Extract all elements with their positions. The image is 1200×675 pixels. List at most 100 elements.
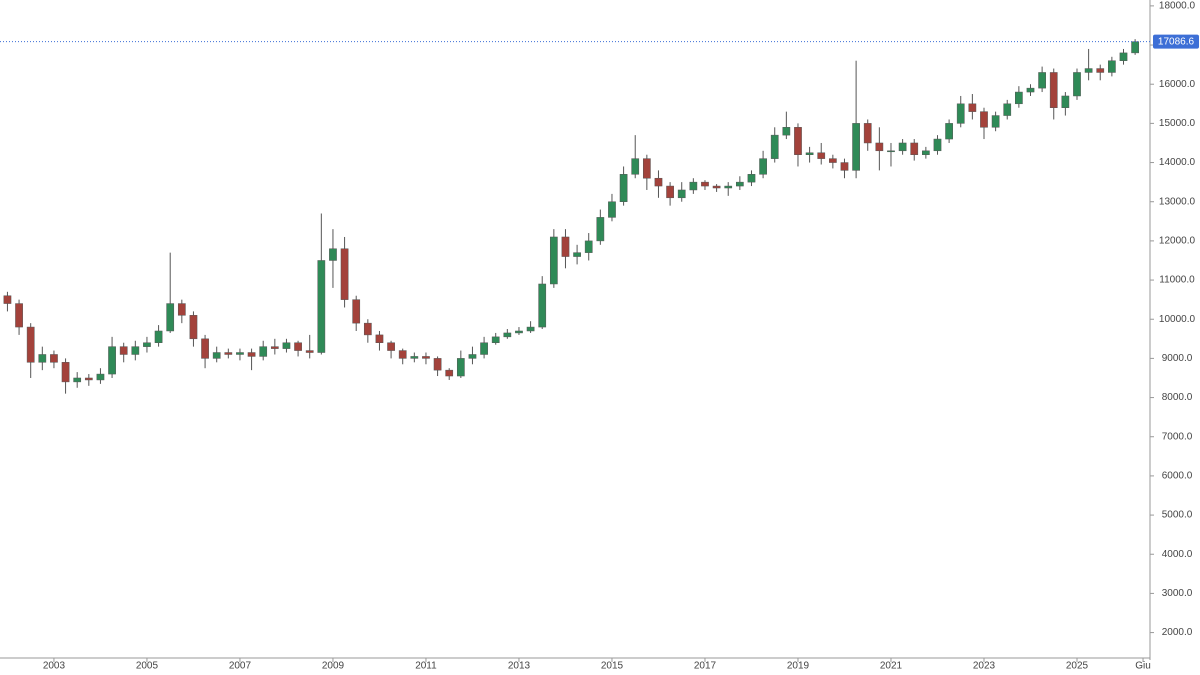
- candle-body: [922, 150, 930, 155]
- candle-body: [817, 152, 826, 159]
- candle-body: [608, 201, 616, 218]
- candle-body: [119, 346, 128, 355]
- candle-body: [701, 181, 709, 187]
- candle-body: [991, 115, 1000, 128]
- candle-body: [503, 332, 512, 338]
- y-tick-label: 18000.0: [1159, 1, 1196, 12]
- candle-body: [61, 362, 70, 383]
- y-tick-label: 13000.0: [1159, 196, 1196, 207]
- candle-body: [933, 138, 942, 152]
- candle-body: [143, 342, 151, 347]
- candle-body: [584, 240, 593, 253]
- candle-body: [805, 152, 814, 155]
- last-price-box: [1153, 34, 1199, 49]
- candle-body: [317, 260, 326, 353]
- candle-body: [1049, 72, 1058, 108]
- candle-body: [3, 295, 12, 304]
- candle-body: [177, 303, 186, 316]
- candle-body: [154, 330, 163, 343]
- x-tick-label: 2005: [136, 661, 159, 672]
- candle-body: [26, 326, 35, 363]
- candle-body: [538, 283, 547, 328]
- candle-body: [515, 330, 523, 334]
- candle-body: [840, 162, 849, 171]
- y-tick-label: 16000.0: [1159, 79, 1196, 90]
- candle-body: [73, 377, 82, 383]
- candle-body: [712, 185, 721, 189]
- candle-body: [456, 358, 465, 377]
- x-tick-label: 2019: [787, 661, 810, 672]
- x-tick-label: 2009: [322, 661, 345, 672]
- candle-body: [1003, 103, 1012, 116]
- candle-body: [526, 326, 535, 332]
- candle-body: [305, 350, 314, 353]
- candle-body: [910, 142, 919, 155]
- candle-body: [236, 352, 244, 355]
- y-tick-label: 5000.0: [1162, 510, 1193, 521]
- candle-body: [898, 142, 907, 152]
- candle-body: [422, 356, 430, 359]
- candle-body: [352, 299, 361, 324]
- candle-body: [1096, 68, 1105, 73]
- candle-body: [387, 342, 395, 351]
- candle-body: [724, 185, 733, 189]
- candle-body: [619, 174, 628, 202]
- candle-body: [1061, 95, 1070, 108]
- candle-body: [270, 346, 279, 349]
- candle-body: [887, 150, 895, 153]
- candle-body: [794, 127, 802, 155]
- candle-body: [468, 354, 477, 359]
- y-tick-label: 6000.0: [1162, 471, 1193, 482]
- candle-body: [189, 315, 198, 340]
- x-tick-label: 2011: [415, 661, 437, 672]
- candle-body: [282, 342, 291, 349]
- candle-body: [1038, 72, 1046, 89]
- candle-body: [433, 358, 442, 371]
- candle-body: [131, 346, 140, 355]
- x-tick-label: 2021: [880, 661, 903, 672]
- candle-body: [689, 181, 698, 191]
- candle-body: [980, 111, 988, 128]
- y-tick-label: 10000.0: [1159, 314, 1196, 325]
- candle-body: [445, 369, 454, 377]
- x-tick-label: 2015: [601, 661, 624, 672]
- x-tick-label: 2017: [694, 661, 717, 672]
- x-tick-label: 2023: [973, 661, 996, 672]
- candle-body: [549, 236, 558, 285]
- candle-body: [735, 181, 744, 187]
- candle-body: [945, 123, 953, 140]
- candle-body: [782, 127, 791, 136]
- candle-body: [294, 342, 302, 351]
- candle-body: [1073, 72, 1081, 97]
- candle-body: [375, 334, 384, 343]
- y-tick-label: 14000.0: [1159, 157, 1196, 168]
- y-tick-label: 15000.0: [1159, 118, 1196, 129]
- candle-body: [480, 342, 488, 355]
- x-tick-label: 2007: [229, 661, 252, 672]
- candle-body: [666, 185, 674, 199]
- candle-body: [573, 252, 581, 257]
- candle-body: [1015, 91, 1023, 105]
- candle-body: [108, 346, 116, 375]
- y-tick-label: 2000.0: [1162, 627, 1193, 638]
- y-tick-label: 4000.0: [1162, 549, 1193, 560]
- candle-body: [677, 189, 686, 199]
- y-tick-label: 11000.0: [1159, 275, 1195, 286]
- candle-body: [561, 236, 570, 257]
- candle-body: [247, 352, 256, 357]
- x-tick-label: 2013: [508, 661, 531, 672]
- candle-body: [875, 142, 884, 152]
- candle-body: [96, 373, 105, 381]
- candle-body: [224, 352, 233, 355]
- y-tick-label: 12000.0: [1159, 236, 1196, 247]
- candle-body: [166, 303, 175, 332]
- x-tick-label: Giu: [1135, 661, 1151, 672]
- candle-body: [340, 248, 349, 300]
- y-tick-label: 7000.0: [1162, 431, 1193, 442]
- candle-body: [1026, 87, 1035, 93]
- x-tick-label: 2003: [43, 661, 66, 672]
- candle-body: [829, 158, 837, 163]
- candle-body: [968, 103, 977, 112]
- y-tick-label: 9000.0: [1162, 353, 1193, 364]
